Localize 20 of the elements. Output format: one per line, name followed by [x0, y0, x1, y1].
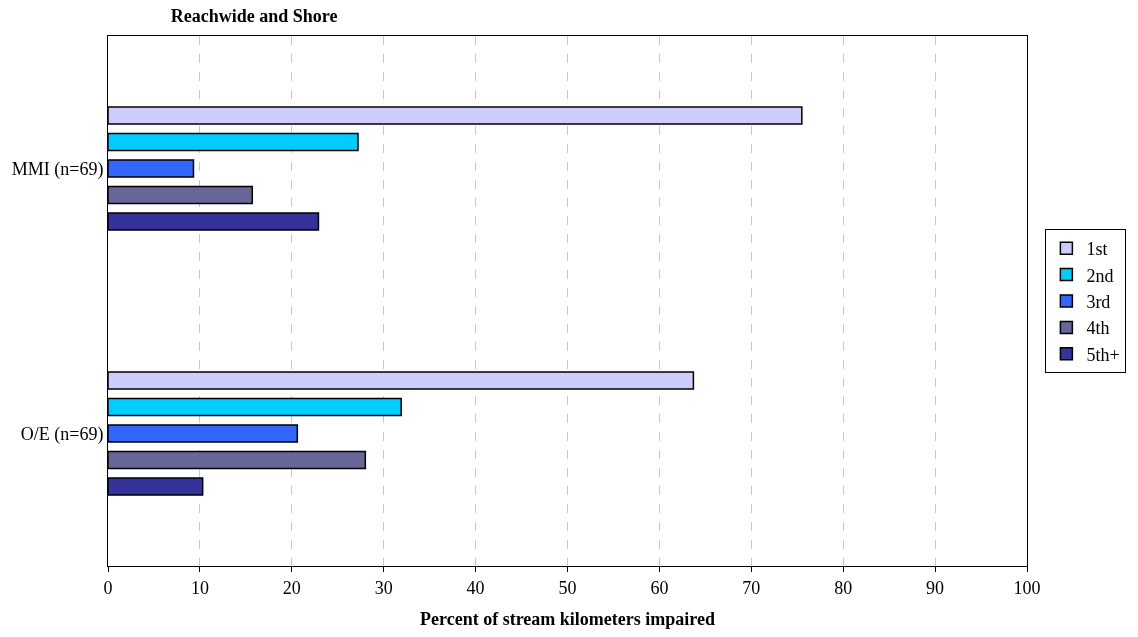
x-axis-title: Percent of stream kilometers impaired: [420, 608, 715, 629]
x-tick-label: 10: [190, 577, 209, 598]
x-tick-label: 0: [103, 577, 113, 598]
x-tick-label: 90: [926, 577, 945, 598]
x-tick-label: 80: [834, 577, 853, 598]
legend-label: 1st: [1086, 239, 1108, 260]
legend-label: 4th: [1086, 318, 1110, 339]
x-tick-label: 70: [742, 577, 761, 598]
x-tick-label: 60: [650, 577, 669, 598]
x-tick-label: 30: [374, 577, 393, 598]
legend-label: 5th+: [1086, 344, 1120, 365]
x-tick-label: 20: [282, 577, 301, 598]
x-tick-label: 40: [466, 577, 485, 598]
x-tick-label: 50: [558, 577, 577, 598]
legend-label: 2nd: [1086, 265, 1114, 286]
y-tick-label: MMI (n=69): [11, 158, 104, 180]
chart-title: Reachwide and Shore: [170, 6, 338, 27]
y-tick-label: O/E (n=69): [20, 423, 104, 445]
legend-label: 3rd: [1086, 292, 1111, 313]
x-tick-label: 100: [1013, 577, 1041, 598]
